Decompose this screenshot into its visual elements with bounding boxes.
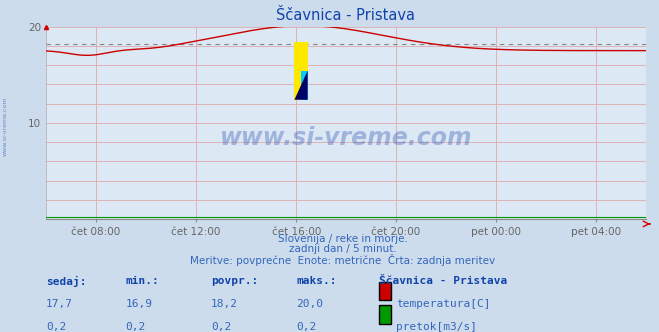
Text: povpr.:: povpr.: bbox=[211, 276, 258, 286]
Text: 17,7: 17,7 bbox=[46, 299, 73, 309]
Text: 18,2: 18,2 bbox=[211, 299, 238, 309]
Title: Ščavnica - Pristava: Ščavnica - Pristava bbox=[277, 8, 415, 23]
Text: temperatura[C]: temperatura[C] bbox=[396, 299, 490, 309]
Text: Slovenija / reke in morje.: Slovenija / reke in morje. bbox=[277, 234, 408, 244]
Text: 16,9: 16,9 bbox=[125, 299, 152, 309]
Text: min.:: min.: bbox=[125, 276, 159, 286]
Text: 20,0: 20,0 bbox=[297, 299, 324, 309]
Text: www.si-vreme.com: www.si-vreme.com bbox=[3, 96, 8, 156]
Text: zadnji dan / 5 minut.: zadnji dan / 5 minut. bbox=[289, 244, 397, 254]
Text: 0,2: 0,2 bbox=[211, 322, 231, 332]
Text: maks.:: maks.: bbox=[297, 276, 337, 286]
Text: www.si-vreme.com: www.si-vreme.com bbox=[219, 126, 473, 150]
Text: Ščavnica - Pristava: Ščavnica - Pristava bbox=[379, 276, 507, 286]
Polygon shape bbox=[295, 71, 308, 100]
Text: 0,2: 0,2 bbox=[297, 322, 317, 332]
Text: 0,2: 0,2 bbox=[125, 322, 146, 332]
Text: Meritve: povprečne  Enote: metrične  Črta: zadnja meritev: Meritve: povprečne Enote: metrične Črta:… bbox=[190, 254, 496, 266]
Bar bbox=[295, 42, 308, 100]
Text: sedaj:: sedaj: bbox=[46, 276, 86, 287]
Bar bbox=[301, 71, 308, 100]
Text: pretok[m3/s]: pretok[m3/s] bbox=[396, 322, 477, 332]
Text: 0,2: 0,2 bbox=[46, 322, 67, 332]
